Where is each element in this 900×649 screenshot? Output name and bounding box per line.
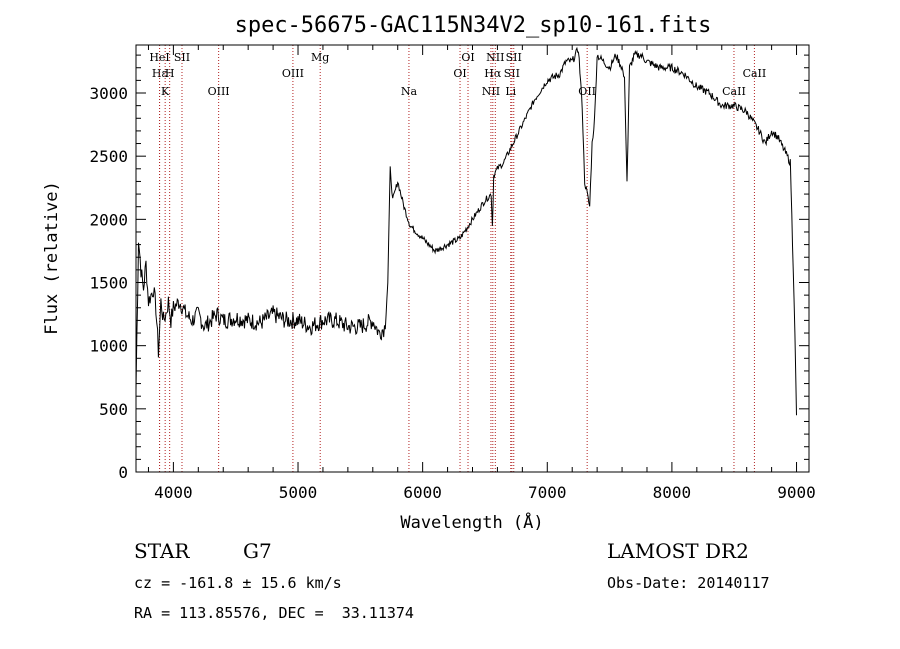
spectrum-line [135, 46, 797, 416]
spectral-line-markers: Hε HeI KH SII OIII OIII Mg Na OI OI NII Hα NII Li SII S… [149, 45, 766, 472]
line-marker-label: SII [504, 67, 520, 80]
y-tick-label: 0 [118, 463, 128, 482]
line-marker-label: Mg [311, 51, 329, 64]
line-marker-label: OIII [282, 67, 304, 80]
y-tick-label: 2500 [89, 147, 128, 166]
line-marker-label: OII [578, 85, 596, 98]
obs-date: Obs-Date: 20140117 [607, 574, 770, 592]
line-marker-label: NII [482, 85, 500, 98]
x-tick-label: 5000 [279, 483, 318, 502]
x-axis-label: Wavelength (Å) [400, 511, 543, 533]
line-marker-label: CaII [743, 67, 767, 80]
plot-area [135, 46, 797, 416]
line-marker-label: SII [174, 51, 190, 64]
object-class: STAR [134, 539, 190, 563]
y-axis-label: Flux (relative) [42, 181, 62, 335]
y-tick-label: 2000 [89, 210, 128, 229]
line-marker-label: SII [506, 51, 522, 64]
x-tick-label: 7000 [528, 483, 567, 502]
x-tick-label: 4000 [154, 483, 193, 502]
line-marker-label: H [165, 67, 175, 80]
line-marker-label: CaII [722, 85, 746, 98]
line-marker-label: OI [453, 67, 466, 80]
y-axis-ticks: 0 500 1000 1500 2000 2500 3000 [89, 54, 809, 482]
line-marker-label: Hα [484, 67, 502, 80]
line-marker-label: HeI [149, 51, 169, 64]
redshift-text: cz = -161.8 ± 15.6 km/s [134, 574, 342, 592]
y-tick-label: 1000 [89, 337, 128, 356]
line-marker-label: Hε [152, 67, 168, 80]
line-marker-label: Li [505, 85, 516, 98]
line-marker-label: NII [486, 51, 504, 64]
y-tick-label: 3000 [89, 84, 128, 103]
line-marker-label: Na [401, 85, 418, 98]
survey-name: LAMOST DR2 [607, 539, 749, 563]
plot-frame [135, 44, 810, 473]
x-axis-ticks: 4000 5000 6000 7000 8000 9000 [147, 45, 816, 502]
y-tick-label: 500 [99, 400, 128, 419]
x-tick-label: 9000 [777, 483, 816, 502]
coordinates: RA = 113.85576, DEC = 33.11374 [134, 604, 414, 622]
x-tick-label: 8000 [653, 483, 692, 502]
line-marker-label: OIII [208, 85, 230, 98]
line-marker-label: OI [461, 51, 474, 64]
x-tick-label: 6000 [403, 483, 442, 502]
chart-title: spec-56675-GAC115N34V2_sp10-161.fits [235, 13, 712, 38]
subclass: G7 [243, 539, 272, 563]
y-tick-label: 1500 [89, 274, 128, 293]
line-marker-label: K [161, 85, 170, 98]
